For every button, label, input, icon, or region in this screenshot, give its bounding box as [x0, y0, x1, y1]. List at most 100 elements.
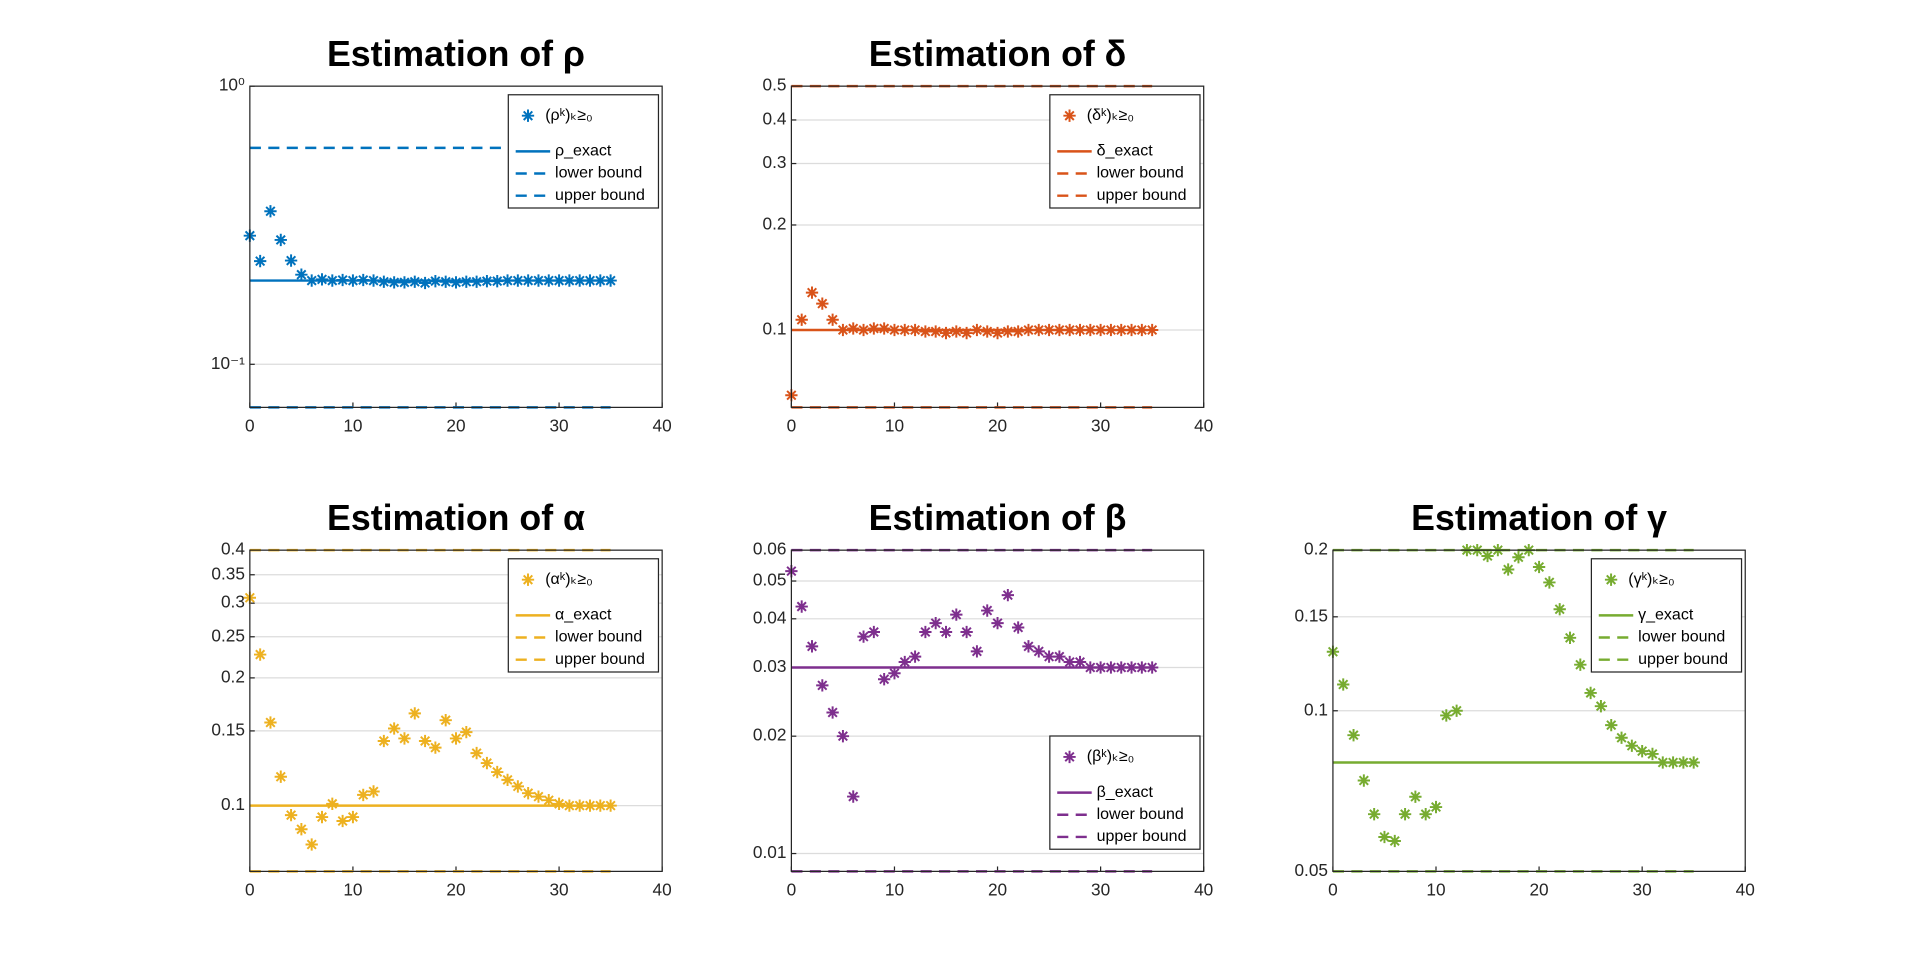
marker: [1574, 658, 1587, 671]
marker: [336, 273, 349, 287]
marker: [1146, 661, 1159, 674]
marker: [367, 274, 380, 287]
marker: [1677, 756, 1690, 769]
legend-label: upper bound: [555, 651, 645, 668]
marker: [1135, 323, 1148, 337]
marker: [563, 799, 576, 812]
marker: [991, 616, 1004, 630]
marker: [960, 625, 973, 639]
marker: [573, 274, 586, 287]
marker: [357, 788, 370, 802]
marker: [1532, 560, 1546, 574]
marker: [264, 716, 277, 729]
x-tick-label: 40: [653, 416, 672, 436]
x-tick-label: 40: [1194, 880, 1213, 900]
marker: [960, 326, 973, 340]
marker: [919, 625, 932, 639]
marker: [1001, 588, 1014, 602]
y-tick-label: 0.05: [753, 570, 787, 590]
legend-label: (γᵏ)ₖ≥₀: [1628, 571, 1674, 588]
marker: [1073, 323, 1087, 337]
marker: [470, 746, 483, 760]
marker: [501, 274, 514, 287]
marker: [573, 799, 586, 812]
marker: [950, 608, 963, 621]
legend-label: upper bound: [1638, 651, 1728, 668]
marker: [460, 726, 473, 739]
x-tick-label: 30: [549, 880, 568, 900]
legend-label: (δᵏ)ₖ≥₀: [1087, 107, 1134, 124]
x-tick-label: 30: [1633, 880, 1652, 900]
axes-frame: [249, 85, 663, 408]
marker: [1104, 661, 1118, 674]
y-tick-label: 0.1: [1304, 699, 1328, 719]
marker: [604, 274, 617, 287]
marker: [1605, 718, 1618, 732]
marker: [836, 730, 850, 743]
marker: [878, 673, 891, 686]
marker: [816, 679, 829, 692]
y-tick-label: 0.05: [1294, 860, 1328, 880]
x-tick-label: 0: [787, 880, 797, 900]
marker: [1584, 686, 1597, 700]
x-tick-label: 20: [446, 880, 465, 900]
y-tick-label: 0.4: [763, 109, 787, 129]
marker: [1357, 774, 1371, 787]
marker: [367, 785, 380, 798]
legend-label: lower bound: [1097, 806, 1184, 823]
marker: [898, 655, 911, 669]
marker: [1032, 645, 1045, 658]
marker: [532, 790, 545, 803]
marker: [295, 268, 308, 281]
marker: [470, 275, 483, 288]
marker: [1073, 655, 1087, 669]
legend-label: lower bound: [1638, 629, 1725, 646]
x-tick-label: 20: [988, 880, 1007, 900]
marker: [594, 799, 607, 812]
chart: Estimation of β 0.01 0.02 0.03 0.04 0.05 0.06 0…: [753, 498, 1213, 900]
marker: [326, 274, 339, 287]
marker: [1012, 621, 1025, 634]
marker: [346, 810, 360, 824]
marker: [408, 707, 421, 720]
marker: [1347, 729, 1360, 742]
marker: [970, 645, 984, 658]
marker: [491, 765, 504, 779]
marker: [511, 274, 524, 287]
x-tick-label: 40: [1736, 880, 1755, 900]
marker: [1084, 661, 1097, 674]
marker: [1615, 731, 1628, 744]
marker: [1553, 603, 1566, 616]
marker: [795, 313, 808, 326]
marker: [1388, 834, 1401, 848]
x-tick-label: 20: [1529, 880, 1548, 900]
y-tick-label: 0.2: [763, 214, 787, 234]
marker: [398, 276, 411, 289]
chart-title: Estimation of α: [327, 498, 585, 538]
marker: [480, 756, 494, 770]
marker: [1125, 323, 1138, 337]
marker: [274, 233, 287, 247]
chart-title: Estimation of β: [869, 498, 1127, 538]
marker: [1646, 747, 1659, 761]
marker: [826, 706, 839, 719]
legend-label: α_exact: [555, 607, 612, 624]
marker: [1012, 325, 1025, 338]
marker: [1042, 650, 1056, 663]
marker: [919, 325, 932, 338]
marker: [336, 814, 349, 828]
legend-label: (ρᵏ)ₖ≥₀: [545, 107, 592, 124]
marker: [284, 254, 298, 267]
marker: [857, 323, 870, 337]
marker: [511, 780, 524, 793]
marker: [326, 797, 339, 810]
marker: [377, 734, 390, 748]
marker: [388, 276, 401, 289]
legend-marker: [521, 109, 535, 122]
legend-label: upper bound: [1097, 187, 1187, 204]
